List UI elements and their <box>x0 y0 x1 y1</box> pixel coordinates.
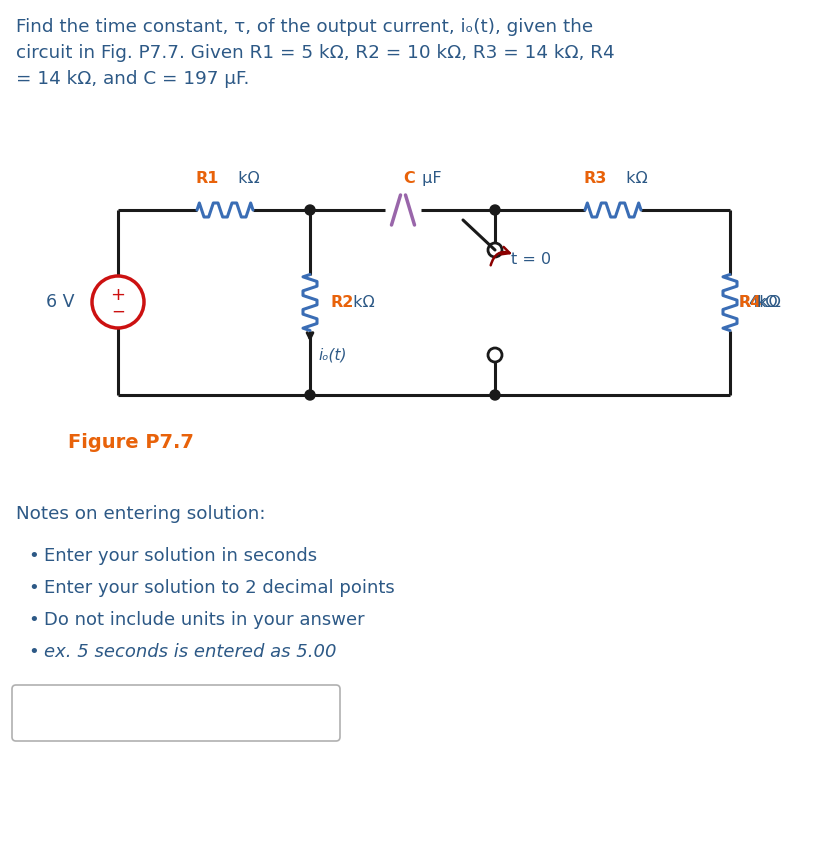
Text: = 14 kΩ, and C = 197 μF.: = 14 kΩ, and C = 197 μF. <box>16 70 249 88</box>
Text: R2: R2 <box>330 295 353 310</box>
Text: kΩ: kΩ <box>348 295 374 310</box>
Text: •: • <box>28 643 39 661</box>
Text: C: C <box>403 170 415 186</box>
Text: kΩ: kΩ <box>233 170 260 186</box>
Text: kΩ: kΩ <box>621 170 648 186</box>
Text: t = 0: t = 0 <box>511 253 551 267</box>
Text: •: • <box>28 547 39 565</box>
Text: ex. 5 seconds is entered as 5.00: ex. 5 seconds is entered as 5.00 <box>44 643 336 661</box>
Text: +: + <box>111 286 125 304</box>
FancyArrowPatch shape <box>491 247 510 265</box>
Text: R4: R4 <box>738 295 761 310</box>
Text: circuit in Fig. P7.7. Given R1 = 5 kΩ, R2 = 10 kΩ, R3 = 14 kΩ, R4: circuit in Fig. P7.7. Given R1 = 5 kΩ, R… <box>16 44 615 62</box>
Circle shape <box>305 390 315 400</box>
Text: Figure P7.7: Figure P7.7 <box>68 433 194 452</box>
Circle shape <box>305 205 315 215</box>
Text: Notes on entering solution:: Notes on entering solution: <box>16 505 265 523</box>
Text: Enter your solution in seconds: Enter your solution in seconds <box>44 547 317 565</box>
Text: R1: R1 <box>195 170 219 186</box>
Text: Do not include units in your answer: Do not include units in your answer <box>44 611 365 629</box>
Text: μF: μF <box>417 170 442 186</box>
Text: R4kΩ: R4kΩ <box>738 295 781 310</box>
Text: 6 V: 6 V <box>46 293 74 311</box>
Text: •: • <box>28 611 39 629</box>
Text: •: • <box>28 579 39 597</box>
FancyBboxPatch shape <box>12 685 340 741</box>
Text: kΩ: kΩ <box>756 295 777 310</box>
Text: −: − <box>111 303 125 321</box>
Text: Find the time constant, τ, of the output current, iₒ(t), given the: Find the time constant, τ, of the output… <box>16 18 593 36</box>
Circle shape <box>490 390 500 400</box>
Text: iₒ(t): iₒ(t) <box>318 347 347 362</box>
Text: Enter your solution to 2 decimal points: Enter your solution to 2 decimal points <box>44 579 395 597</box>
Circle shape <box>490 205 500 215</box>
Text: R3: R3 <box>584 170 606 186</box>
